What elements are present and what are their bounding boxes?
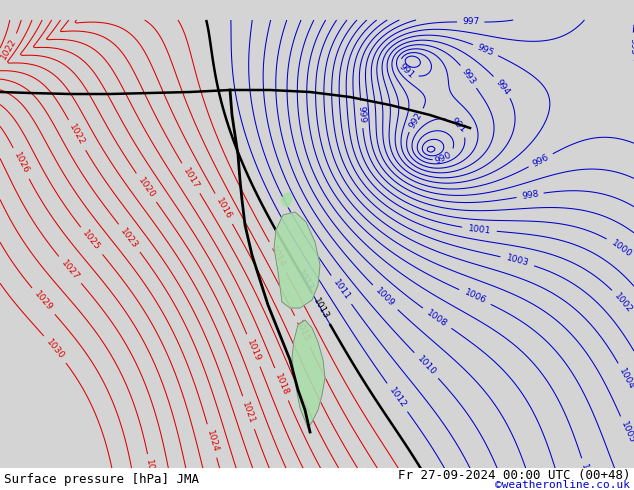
Text: 991: 991	[449, 117, 467, 135]
Text: 1013: 1013	[311, 296, 331, 321]
Text: 1008: 1008	[425, 308, 449, 329]
Text: 990: 990	[434, 150, 453, 166]
Text: 1016: 1016	[214, 196, 233, 221]
Text: 1011: 1011	[331, 278, 352, 302]
Text: 1030: 1030	[44, 338, 66, 361]
Text: 993: 993	[460, 67, 477, 86]
Text: 1005: 1005	[619, 420, 634, 445]
Text: 1015: 1015	[294, 319, 311, 344]
Text: 1028: 1028	[145, 459, 157, 483]
Text: 1009: 1009	[374, 286, 396, 309]
Text: Surface pressure [hPa] JMA: Surface pressure [hPa] JMA	[4, 472, 199, 486]
Text: 992: 992	[408, 110, 424, 130]
Text: 1001: 1001	[467, 224, 491, 235]
Text: 1002: 1002	[613, 292, 634, 315]
Polygon shape	[281, 193, 292, 207]
Text: 1012: 1012	[387, 386, 408, 410]
Text: 1020: 1020	[136, 176, 157, 199]
Text: 1026: 1026	[12, 151, 30, 176]
Text: 1004: 1004	[618, 367, 634, 391]
Text: 996: 996	[531, 152, 550, 169]
Text: 1025: 1025	[81, 229, 102, 252]
Text: 1014: 1014	[268, 245, 287, 270]
Text: 1006: 1006	[463, 288, 488, 306]
Text: 1021: 1021	[240, 400, 257, 425]
Text: 991: 991	[397, 62, 415, 80]
Text: 1013: 1013	[295, 268, 314, 293]
Text: 998: 998	[521, 189, 540, 201]
Text: 1010: 1010	[415, 354, 437, 377]
Polygon shape	[274, 212, 320, 308]
Text: 1029: 1029	[32, 290, 55, 313]
Text: 997: 997	[462, 18, 479, 26]
Text: 995: 995	[476, 42, 495, 57]
Bar	[0, 468, 634, 490]
Text: Fr 27-09-2024 00:00 UTC (00+48): Fr 27-09-2024 00:00 UTC (00+48)	[398, 468, 630, 482]
Text: 1003: 1003	[505, 254, 529, 268]
Text: 1027: 1027	[59, 258, 81, 282]
Text: 1024: 1024	[205, 429, 219, 453]
Polygon shape	[292, 320, 325, 428]
Text: 1019: 1019	[245, 338, 262, 363]
Text: 1022: 1022	[0, 37, 18, 61]
Text: 1022: 1022	[67, 123, 86, 147]
Text: 1018: 1018	[273, 372, 290, 396]
Text: 999: 999	[356, 105, 367, 123]
Text: ©weatheronline.co.uk: ©weatheronline.co.uk	[495, 480, 630, 490]
Text: 1017: 1017	[181, 166, 200, 191]
Text: 995: 995	[628, 38, 634, 55]
Text: 1007: 1007	[579, 463, 595, 487]
Text: 1023: 1023	[119, 226, 140, 250]
Text: 994: 994	[494, 77, 511, 97]
Text: 1000: 1000	[609, 238, 633, 259]
